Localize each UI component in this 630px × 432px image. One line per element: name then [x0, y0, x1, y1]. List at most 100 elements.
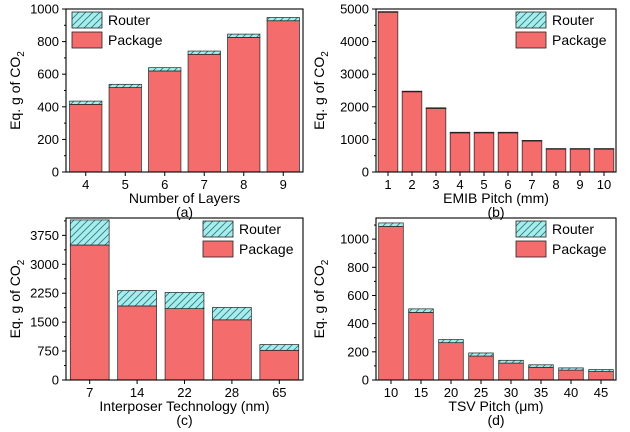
bar-package-b-2	[401, 91, 423, 173]
legend-b: Router Package	[515, 11, 607, 49]
panel-d: 10 15 20 25 30 35 40 45 0 200 400 600 800 1000 TSV Pit…	[311, 217, 617, 428]
legend-label-router: Router	[108, 12, 150, 28]
bar-router-b-8	[545, 148, 567, 150]
bar-router-d-20	[438, 339, 464, 344]
y-axis-title-subscript: 2	[320, 51, 331, 57]
bar-package-b-8	[545, 148, 567, 173]
panel-caption-d: (d)	[487, 412, 504, 428]
y-axis-title-subscript: 2	[16, 51, 27, 57]
bar-router-b-1	[377, 11, 399, 13]
legend-swatch-router	[71, 11, 103, 29]
bar-group-a-7	[187, 50, 221, 173]
legend-label-package: Package	[108, 32, 163, 48]
bar-package-c-65	[259, 349, 300, 381]
bar-package-b-3	[425, 108, 447, 173]
x-tick-label-d: 40	[564, 385, 578, 400]
x-axis-title-a: Number of Layers	[129, 190, 240, 206]
bar-group-d-40	[558, 367, 584, 381]
y-axis-title-d: Eq. g of CO2	[311, 259, 331, 338]
bar-package-a-5	[108, 87, 142, 173]
x-tick-label-b: 8	[552, 177, 559, 192]
legend-d: Router Package	[515, 220, 607, 258]
x-tick-label-c: 22	[177, 385, 191, 400]
legend-c: Router Package	[202, 220, 294, 258]
y-tick-label-a: 400	[37, 99, 59, 114]
x-tick-label-b: 5	[480, 177, 487, 192]
y-tick-label-c: 1500	[30, 315, 59, 330]
bar-router-b-3	[425, 107, 447, 109]
y-axis-title-text: Eq. g of CO	[311, 265, 327, 338]
bar-router-d-15	[408, 308, 434, 313]
panel-caption-b: (b)	[487, 204, 504, 220]
y-tick-label-a: 200	[37, 132, 59, 147]
legend-swatch-router	[202, 220, 234, 238]
bar-router-a-4	[69, 100, 103, 105]
bar-group-d-35	[528, 364, 554, 381]
bar-router-a-6	[148, 67, 182, 72]
bar-router-b-9	[569, 148, 591, 150]
x-tick-label-d: 15	[414, 385, 428, 400]
bar-group-b-7	[521, 140, 543, 173]
y-tick-label-c: 2250	[30, 286, 59, 301]
x-tick-label-a: 5	[122, 177, 129, 192]
x-tick-label-d: 20	[444, 385, 458, 400]
bar-package-b-4	[449, 132, 471, 173]
bar-package-a-7	[187, 53, 221, 173]
bar-group-a-8	[227, 33, 261, 173]
bar-router-c-7	[69, 219, 110, 246]
legend-label-router: Router	[552, 221, 594, 237]
bar-router-c-22	[164, 292, 205, 309]
x-tick-label-d: 45	[594, 385, 608, 400]
panel-caption-c: (c)	[176, 412, 192, 428]
y-tick-label-d: 400	[347, 316, 369, 331]
panel-b: 1 2 3 4 5 6 7 8 9 10 0 1000 2000 3000 4000 5000 EMIB Pit…	[311, 2, 617, 220]
bar-package-d-20	[438, 342, 464, 381]
x-tick-label-b: 4	[456, 177, 463, 192]
bar-group-d-20	[438, 339, 464, 381]
bar-package-d-45	[588, 371, 614, 381]
x-tick-label-b: 6	[504, 177, 511, 192]
bar-group-c-22	[164, 292, 205, 381]
x-tick-label-c: 14	[130, 385, 144, 400]
y-tick-label-a: 0	[52, 165, 59, 180]
bar-group-a-6	[148, 67, 182, 173]
x-axis-title-b: EMIB Pitch (mm)	[443, 190, 549, 206]
plot-frame-a	[65, 8, 304, 173]
bar-group-c-65	[259, 344, 300, 381]
bar-package-b-10	[593, 148, 615, 173]
y-tick-label-b: 3000	[340, 67, 369, 82]
bar-package-a-9	[266, 20, 300, 173]
y-tick-label-d: 1000	[340, 232, 369, 247]
y-tick-label-d: 800	[347, 260, 369, 275]
x-tick-label-a: 6	[161, 177, 168, 192]
x-tick-label-b: 7	[528, 177, 535, 192]
bar-router-b-6	[497, 131, 519, 134]
bar-group-a-4	[69, 100, 103, 173]
legend-swatch-package	[515, 240, 547, 258]
legend-swatch-package	[515, 31, 547, 49]
x-tick-label-c: 65	[272, 385, 286, 400]
y-axis-title-subscript: 2	[320, 259, 331, 265]
y-tick-label-b: 1000	[340, 132, 369, 147]
x-tick-label-a: 4	[82, 177, 89, 192]
bar-package-c-7	[69, 244, 110, 381]
bar-router-a-8	[227, 33, 261, 38]
y-axis-title-text: Eq. g of CO	[311, 57, 327, 130]
x-tick-label-b: 10	[597, 177, 611, 192]
bar-package-d-15	[408, 312, 434, 381]
bar-group-d-45	[588, 369, 614, 381]
x-tick-label-b: 2	[408, 177, 415, 192]
bar-router-c-65	[259, 344, 300, 351]
bar-package-c-14	[117, 305, 157, 381]
bar-router-d-35	[528, 364, 554, 368]
bar-package-d-35	[528, 366, 554, 381]
y-tick-label-b: 4000	[340, 34, 369, 49]
plot-frame-d	[375, 217, 617, 381]
y-tick-label-d: 0	[362, 373, 369, 388]
x-tick-label-d: 10	[384, 385, 398, 400]
y-tick-label-d: 200	[347, 344, 369, 359]
bar-package-c-28	[212, 319, 252, 381]
bar-router-d-30	[498, 359, 524, 364]
bar-package-b-5	[473, 132, 495, 173]
